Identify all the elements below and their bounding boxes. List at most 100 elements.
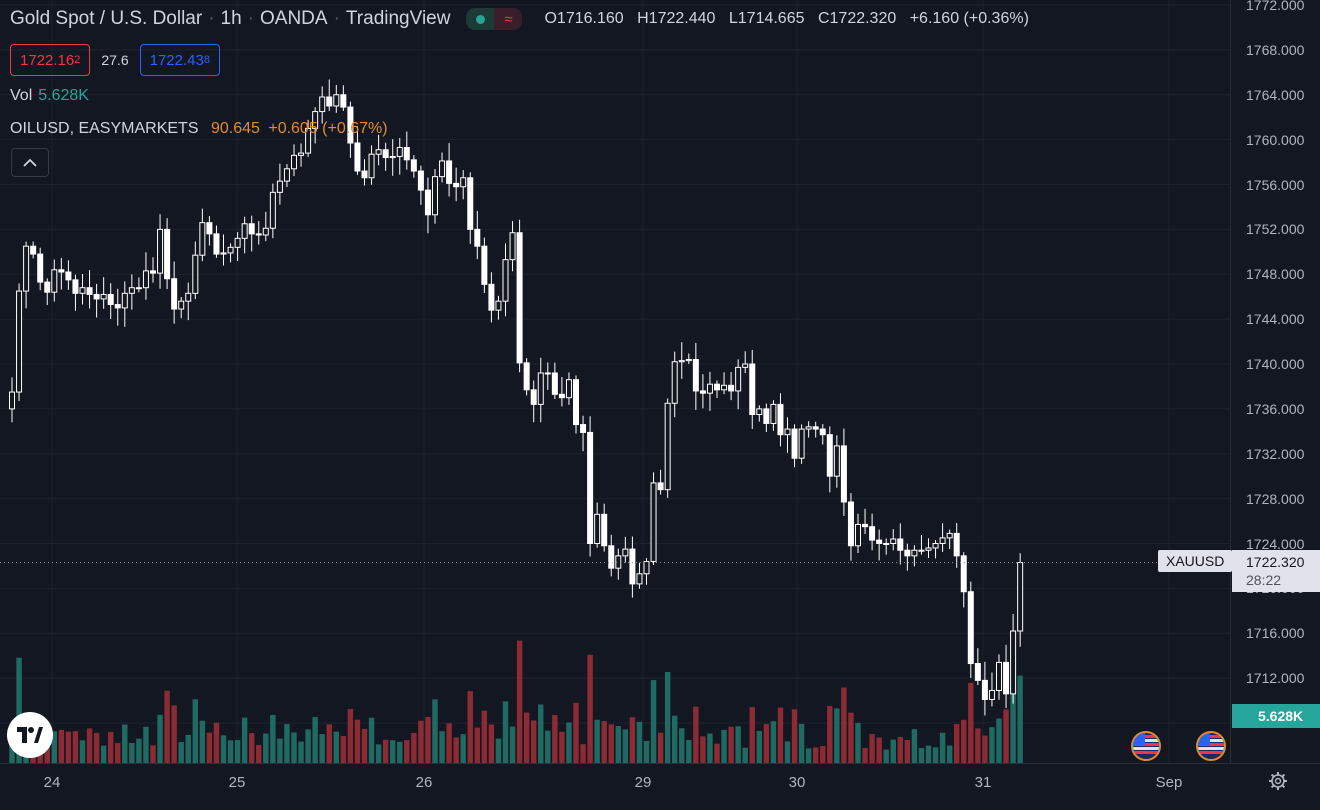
volume-bar	[108, 731, 114, 763]
candle-body	[51, 269, 58, 293]
volume-bar	[65, 731, 72, 763]
candle-body	[876, 539, 883, 545]
volume-bar	[333, 731, 339, 763]
high-value: 1722.440	[648, 10, 716, 27]
price-tick-label: 1740.000	[1246, 356, 1305, 372]
candle-body	[1017, 562, 1024, 632]
market-status-pill[interactable]: ≈	[466, 8, 523, 30]
us-flag-icon[interactable]	[1131, 731, 1161, 761]
platform-label: TradingView	[345, 8, 451, 29]
time-axis[interactable]: 24 25 26 29 30 31 Sep	[0, 763, 1320, 810]
volume-bar	[664, 671, 671, 763]
candle-body	[967, 591, 974, 665]
volume-bar	[756, 730, 762, 763]
volume-bar	[707, 733, 713, 763]
candle-body	[784, 428, 791, 436]
candle-body	[742, 363, 749, 368]
volume-bar	[495, 738, 502, 763]
volume-bar	[136, 738, 142, 763]
candle-body	[453, 182, 460, 188]
volume-bar	[679, 728, 685, 763]
candle-body	[192, 254, 199, 294]
candle-body	[664, 402, 671, 491]
buy-button[interactable]: 1722.43 8	[139, 44, 220, 76]
volume-bar	[657, 732, 664, 763]
candle-body	[699, 390, 706, 394]
candle-body	[862, 523, 869, 528]
price-tick-label: 1732.000	[1246, 445, 1305, 462]
volume-bar	[192, 699, 198, 763]
volume-bar	[312, 717, 318, 763]
candle-body	[516, 232, 523, 364]
candle-body	[551, 372, 558, 395]
volume-bar	[721, 729, 727, 763]
gear-icon[interactable]	[1268, 771, 1288, 791]
tradingview-logo-icon[interactable]	[7, 712, 53, 758]
candle-body	[981, 679, 988, 700]
quote-buttons: 1722.16 2 27.6 1722.43 8	[10, 44, 220, 76]
volume-bar	[509, 726, 516, 763]
volume-bar	[516, 640, 523, 763]
candle-body	[488, 283, 495, 311]
volume-bar	[1010, 693, 1016, 763]
volume-bar	[171, 705, 177, 763]
candle-body	[460, 177, 467, 188]
candle-body	[276, 180, 283, 193]
volume-bar	[798, 723, 805, 763]
candle-body	[791, 428, 798, 459]
volume-bar	[143, 726, 149, 763]
volume-bar	[982, 735, 988, 763]
candle-body	[389, 155, 396, 159]
volume-bar	[326, 724, 332, 763]
candle-body	[777, 403, 784, 436]
candle-body	[601, 513, 608, 547]
price-tick-label: 1744.000	[1246, 311, 1305, 328]
volume-bar	[636, 721, 643, 763]
volume-bar	[397, 741, 403, 763]
candle-body	[721, 384, 728, 391]
candle-body	[573, 379, 579, 426]
candle-body	[213, 233, 220, 255]
interval-label[interactable]: 1h	[220, 8, 242, 29]
bar-countdown: 28:22	[1246, 572, 1282, 588]
candle-body	[9, 391, 15, 410]
collapse-legend-button[interactable]	[11, 148, 49, 177]
candle-body	[262, 227, 269, 236]
candle-body	[580, 424, 587, 433]
volume-label: Vol	[10, 87, 33, 104]
spread-value: 27.6	[101, 52, 129, 68]
price-axis[interactable]: 1772.000 1768.000 1764.000 1760.000 1756.000…	[1230, 0, 1320, 763]
volume-bar	[848, 712, 854, 763]
candle-body	[833, 445, 840, 477]
volume-legend[interactable]: Vol 5.628K	[10, 87, 89, 105]
time-tick-label: 30	[788, 774, 806, 791]
volume-bar	[523, 712, 530, 763]
volume-bar	[827, 705, 833, 763]
volume-bar	[643, 740, 650, 763]
volume-bar	[488, 724, 495, 763]
candle-body	[44, 281, 51, 293]
symbol-name[interactable]: Gold Spot / U.S. Dollar	[10, 8, 203, 29]
candle-body	[946, 532, 953, 539]
candle-body	[185, 292, 192, 302]
volume-bar	[855, 723, 861, 763]
volume-bar	[566, 722, 572, 763]
us-flag-icon[interactable]	[1196, 731, 1226, 761]
volume-bar	[728, 726, 734, 763]
candle-body	[269, 191, 276, 229]
candle-body	[883, 543, 890, 545]
volume-bar	[672, 715, 678, 763]
candle-body	[93, 293, 100, 300]
candle-body	[805, 426, 812, 430]
volume-bar	[58, 729, 65, 763]
candle-body	[347, 106, 354, 144]
volume-bar	[157, 714, 163, 763]
volume-bar	[714, 743, 720, 763]
candle-body	[178, 300, 185, 310]
sell-button[interactable]: 1722.16 2	[10, 44, 91, 76]
compare-legend[interactable]: OILUSD, EASYMARKETS 90.645 +0.605 (+0.67…	[10, 120, 388, 138]
ohlc-values: O1716.160 H1722.440 L1714.665 C1722.320 …	[544, 10, 1029, 27]
volume-bar	[178, 742, 184, 763]
volume-bar	[954, 724, 960, 763]
